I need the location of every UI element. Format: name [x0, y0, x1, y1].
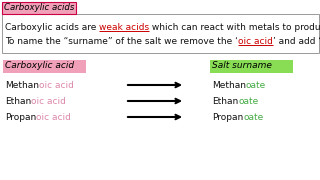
Text: oic acid: oic acid [31, 96, 66, 105]
FancyBboxPatch shape [2, 14, 318, 53]
Text: ’ and add ‘: ’ and add ‘ [273, 37, 320, 46]
Text: oic acid: oic acid [238, 37, 273, 46]
Text: Propan: Propan [5, 112, 36, 122]
Text: oate: oate [246, 80, 266, 89]
Text: Methan: Methan [5, 80, 39, 89]
Text: oic acid: oic acid [36, 112, 71, 122]
FancyBboxPatch shape [2, 1, 76, 14]
Text: Ethan: Ethan [212, 96, 238, 105]
Text: To name the “surname” of the salt we remove the ‘: To name the “surname” of the salt we rem… [5, 37, 238, 46]
Text: weak acids: weak acids [99, 24, 149, 33]
Text: oate: oate [238, 96, 259, 105]
Text: Salt surname: Salt surname [212, 62, 272, 71]
Text: oic acid: oic acid [39, 80, 74, 89]
Text: Methan: Methan [212, 80, 246, 89]
Text: Carboxylic acids are: Carboxylic acids are [5, 24, 99, 33]
Text: which can react with metals to produce: which can react with metals to produce [149, 24, 320, 33]
FancyBboxPatch shape [210, 60, 292, 73]
Text: Propan: Propan [212, 112, 243, 122]
FancyBboxPatch shape [3, 60, 85, 73]
Text: oate: oate [243, 112, 263, 122]
Text: Carboxylic acid: Carboxylic acid [5, 62, 74, 71]
Text: Ethan: Ethan [5, 96, 31, 105]
Text: Carboxylic acids: Carboxylic acids [4, 3, 74, 12]
